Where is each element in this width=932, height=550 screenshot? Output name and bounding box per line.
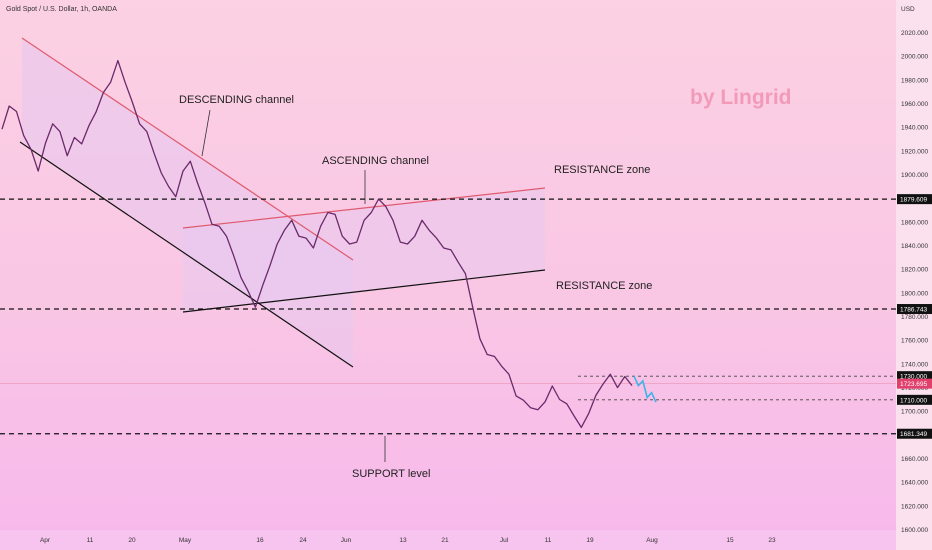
y-tick-label: 1640.000 xyxy=(901,480,928,487)
y-tick-label: 1840.000 xyxy=(901,243,928,250)
x-tick-label: 23 xyxy=(768,537,776,544)
ascending-channel-label: ASCENDING channel xyxy=(322,155,429,167)
descending-callout xyxy=(201,109,211,157)
price-level-value: 1730.000 xyxy=(900,374,927,381)
resistance-zone-label-2: RESISTANCE zone xyxy=(556,280,653,292)
y-tick-label: 2000.000 xyxy=(901,54,928,61)
price-level-tag xyxy=(897,194,932,205)
currency-label: USD xyxy=(901,6,915,13)
y-tick-label: 1780.000 xyxy=(901,314,928,321)
x-tick-label: May xyxy=(179,537,192,544)
symbol-header: Gold Spot / U.S. Dollar, 1h, OANDA xyxy=(6,6,117,13)
x-tick-label: 13 xyxy=(399,537,407,544)
y-tick-label: 1600.000 xyxy=(901,527,928,534)
y-tick-label: 1900.000 xyxy=(901,172,928,179)
x-tick-label: 19 xyxy=(586,537,594,544)
y-tick-label: 2020.000 xyxy=(901,30,928,37)
x-tick-label: Jul xyxy=(500,537,509,544)
price-level-tag xyxy=(897,371,932,382)
x-tick-label: 16 xyxy=(256,537,264,544)
price-level-value: 1710.000 xyxy=(900,397,927,404)
x-tick-label: 21 xyxy=(441,537,449,544)
price-level-value: 1786.743 xyxy=(900,307,927,314)
y-tick-label: 1820.000 xyxy=(901,267,928,274)
x-tick-label: Jun xyxy=(341,537,352,544)
y-tick-label: 1760.000 xyxy=(901,338,928,345)
x-tick-label: 24 xyxy=(299,537,307,544)
ascending-channel-upper xyxy=(182,187,546,229)
price-level-value: 1681.349 xyxy=(900,431,927,438)
price-level-tag xyxy=(897,428,932,439)
price-level-tag xyxy=(897,394,932,405)
x-tick-label: 11 xyxy=(87,537,94,544)
projection-line xyxy=(633,375,657,403)
price-series-line xyxy=(1,59,633,429)
price-level-value: 1879.609 xyxy=(900,197,927,204)
y-tick-label: 1920.000 xyxy=(901,148,928,155)
y-tick-label: 1940.000 xyxy=(901,125,928,132)
descending-channel-lower xyxy=(19,141,354,368)
x-tick-label: 11 xyxy=(545,537,552,544)
price-level-value: 1723.695 xyxy=(900,381,927,388)
y-tick-label: 1860.000 xyxy=(901,219,928,226)
descending-channel-upper xyxy=(21,37,354,261)
y-tick-label: 1960.000 xyxy=(901,101,928,108)
x-tick-label: 20 xyxy=(128,537,136,544)
y-tick-label: 1660.000 xyxy=(901,456,928,463)
price-axis-panel xyxy=(896,0,932,550)
y-tick-label: 1800.000 xyxy=(901,290,928,297)
descending-channel-zone xyxy=(22,38,353,367)
price-level-tag xyxy=(897,378,932,389)
y-tick-label: 1740.000 xyxy=(901,361,928,368)
time-axis-panel xyxy=(0,530,896,550)
support-level-label: SUPPORT level xyxy=(352,468,431,480)
price-level-tag xyxy=(897,304,932,315)
resistance-zone-label-1: RESISTANCE zone xyxy=(554,164,651,176)
watermark: by Lingrid xyxy=(690,86,792,109)
descending-channel-label: DESCENDING channel xyxy=(179,94,294,106)
y-tick-label: 1620.000 xyxy=(901,503,928,510)
y-tick-label: 1700.000 xyxy=(901,409,928,416)
ascending-channel-zone xyxy=(183,188,545,312)
y-tick-label: 1980.000 xyxy=(901,77,928,84)
ascending-channel-lower xyxy=(182,269,546,313)
x-tick-label: 15 xyxy=(726,537,734,544)
x-tick-label: Apr xyxy=(40,537,51,544)
x-tick-label: Aug xyxy=(646,537,658,544)
